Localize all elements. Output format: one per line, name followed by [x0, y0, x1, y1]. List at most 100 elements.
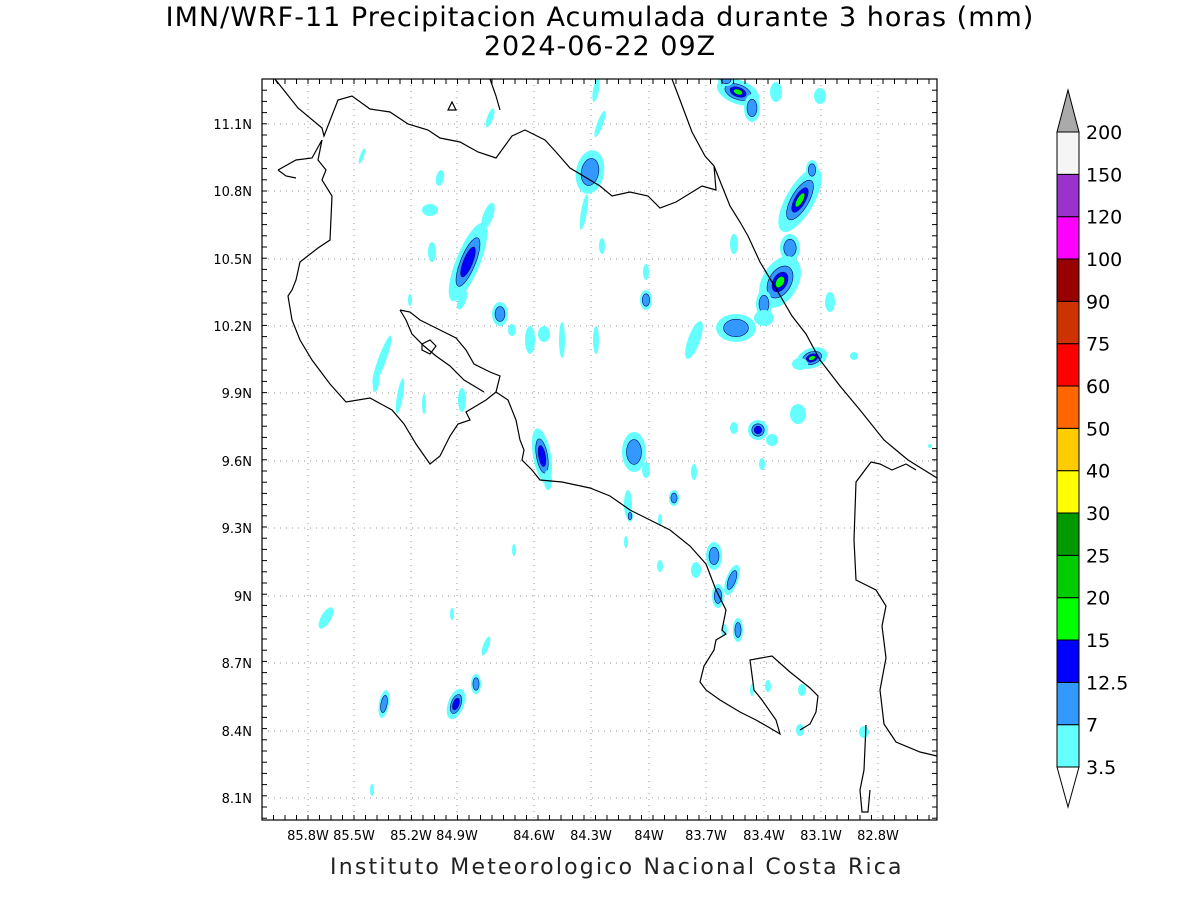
precip-cell [708, 547, 720, 565]
colorbar-swatch [1056, 385, 1080, 429]
precip-cell [458, 388, 466, 412]
lon-label: 84.9W [436, 829, 478, 844]
precip-cell [765, 680, 771, 692]
colorbar-swatch [1056, 343, 1080, 387]
precip-cell [770, 82, 782, 102]
precip-cell [730, 422, 738, 434]
colorbar-label: 7 [1086, 715, 1098, 737]
precip-cell [642, 462, 650, 478]
lat-label: 9.6N [222, 455, 252, 470]
axis-ticks [261, 78, 937, 820]
plot-area [262, 79, 937, 820]
lat-label: 8.7N [222, 657, 252, 672]
precip-cell [559, 322, 565, 358]
precip-cell [814, 88, 826, 104]
precip-cell [485, 108, 495, 128]
colorbar-swatch [1056, 470, 1080, 514]
colorbar-under-triangle [1056, 766, 1080, 809]
precip-cell [395, 378, 405, 414]
lat-label: 9.9N [222, 387, 252, 402]
precip-cell [372, 376, 380, 392]
precip-cell [481, 636, 491, 656]
lat-label: 8.1N [222, 792, 252, 807]
precip-cell [380, 695, 388, 713]
precip-cell [456, 290, 468, 310]
precip-cell [593, 326, 599, 354]
precip-cell [775, 276, 785, 288]
precip-cell [422, 394, 426, 414]
precip-cell [435, 170, 445, 186]
footer-credit: Instituto Meteorologico Nacional Costa R… [330, 855, 904, 880]
lon-label: 85.8W [287, 829, 329, 844]
precip-cell [685, 321, 703, 359]
lon-label: 85.2W [390, 829, 432, 844]
precip-cell [723, 319, 749, 337]
precip-cell [825, 292, 835, 312]
precip-cell [691, 562, 701, 578]
precip-cell [627, 511, 633, 521]
precip-cell [472, 677, 480, 691]
latitude-labels: 11.1N 10.8N 10.5N 10.2N 9.9N 9.6N 9.3N 9N 8.7N 8.… [213, 118, 252, 807]
precip-cell [579, 194, 589, 230]
colorbar-swatch [1056, 258, 1080, 302]
lon-label: 85.5W [333, 829, 375, 844]
precip-cell [641, 293, 651, 307]
colorbar-labels: 3.5 7 12.5 15 20 25 30 40 50 60 75 90 100 120 150 200 [1086, 122, 1128, 779]
precip-cell [759, 458, 765, 470]
precip-cell [658, 514, 662, 526]
precip-cell [753, 425, 763, 435]
colorbar-swatch [1056, 597, 1080, 641]
colorbar-label: 3.5 [1086, 757, 1116, 779]
colorbar-label: 90 [1086, 291, 1110, 313]
precip-cell [592, 79, 600, 102]
precip-cell [794, 192, 806, 208]
precip-cell [370, 784, 374, 796]
colorbar-swatch [1056, 300, 1080, 345]
colorbar-swatch [1056, 639, 1080, 683]
colorbar-label: 20 [1086, 588, 1110, 610]
precip-cell [358, 148, 366, 164]
precip-cell [537, 445, 547, 467]
lon-label: 84W [634, 829, 664, 844]
precip-cell [754, 310, 774, 326]
precip-cell [544, 470, 552, 490]
precip-cell [512, 544, 516, 556]
colorbar-label: 75 [1086, 334, 1110, 356]
lat-label: 9.3N [222, 522, 252, 537]
precip-cell [452, 697, 460, 711]
lon-label: 83.4W [743, 829, 785, 844]
precip-cell [733, 88, 743, 96]
precip-cell [372, 335, 392, 385]
precip-cell [626, 439, 642, 465]
precip-cell [792, 358, 808, 370]
colorbar-label: 15 [1086, 630, 1110, 652]
precip-cell [408, 294, 412, 306]
colorbar-swatch [1056, 131, 1080, 175]
colorbar-label: 150 [1086, 164, 1122, 186]
colorbar-swatch [1056, 724, 1080, 768]
precip-cell [790, 404, 806, 424]
precip-cell [428, 242, 436, 262]
lon-label: 84.3W [570, 829, 612, 844]
colorbar-label: 50 [1086, 418, 1110, 440]
precip-cell [538, 326, 550, 342]
lat-label: 10.8N [213, 185, 252, 200]
colorbar-swatch [1056, 427, 1080, 472]
precipitation-field [318, 79, 932, 796]
precip-cell [580, 158, 600, 186]
colorbar-over-triangle [1056, 88, 1080, 133]
precip-cell [481, 202, 495, 230]
precip-cell [594, 110, 606, 138]
precip-cell [450, 608, 454, 620]
colorbar-label: 60 [1086, 376, 1110, 398]
precip-cell [928, 444, 932, 448]
lat-label: 10.2N [213, 320, 252, 335]
colorbar-label: 200 [1086, 122, 1122, 144]
precip-cell [525, 326, 535, 354]
precip-cell [318, 607, 334, 629]
precip-cell [494, 306, 506, 322]
lat-label: 8.4N [222, 725, 252, 740]
colorbar [1056, 88, 1080, 809]
colorbar-label: 120 [1086, 207, 1122, 229]
